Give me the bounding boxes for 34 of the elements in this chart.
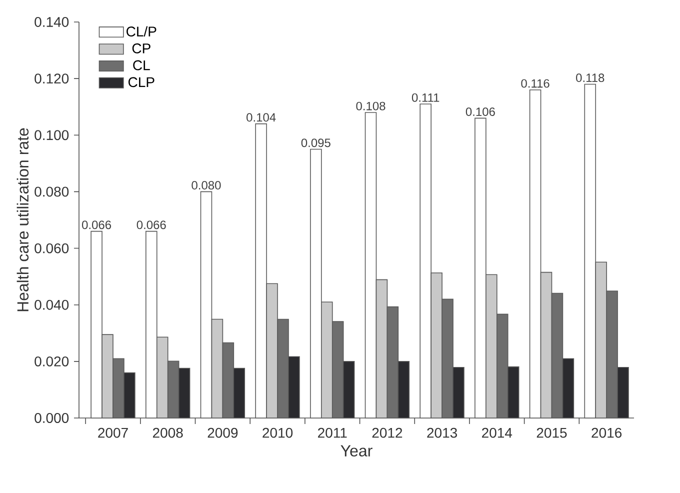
data-label: 0.106 — [466, 107, 495, 116]
data-label: 0.104 — [246, 113, 276, 122]
y-tick-label: 0.060 — [34, 243, 69, 254]
data-label: 0.066 — [136, 220, 166, 230]
y-tick-label: 0.140 — [34, 17, 69, 27]
x-tick-label: 2013 — [427, 428, 457, 438]
x-tick-label: 2014 — [482, 428, 512, 438]
y-tick-label: 0.080 — [34, 186, 69, 197]
x-tick-label: 2011 — [318, 428, 347, 438]
legend-label: CL — [133, 60, 150, 70]
data-label: 0.111 — [412, 93, 440, 102]
x-tick-label: 2015 — [536, 428, 567, 438]
data-label: 0.116 — [521, 79, 550, 88]
y-axis-title: Health care utilization rate — [16, 128, 29, 312]
x-tick-label: 2010 — [262, 428, 293, 438]
y-tick-label: 0.120 — [34, 74, 69, 84]
y-tick-label: 0.040 — [34, 300, 69, 310]
legend-label: CP — [132, 43, 150, 54]
data-label: 0.095 — [301, 138, 330, 148]
x-tick-label: 2008 — [152, 428, 183, 438]
y-tick-label: 0.100 — [34, 130, 69, 140]
x-tick-label: 2009 — [208, 428, 238, 438]
data-label: 0.066 — [82, 220, 112, 230]
legend-label: CLP — [128, 77, 154, 88]
x-axis-title: Year — [340, 445, 372, 456]
data-label: 0.108 — [356, 102, 386, 110]
legend-label: CL/P — [126, 26, 156, 36]
x-tick-label: 2016 — [592, 428, 622, 438]
data-label: 0.118 — [576, 74, 604, 82]
x-tick-label: 2012 — [372, 428, 402, 438]
y-tick-label: 0.020 — [34, 356, 69, 366]
x-tick-label: 2007 — [98, 428, 128, 438]
data-label: 0.080 — [192, 181, 221, 190]
y-tick-label: 0.000 — [34, 413, 69, 423]
